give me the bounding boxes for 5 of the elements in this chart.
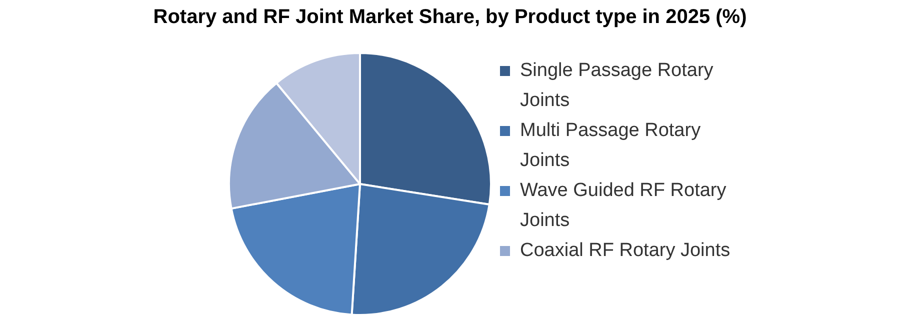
legend-label: Coaxial RF Rotary Joints [519,239,732,263]
legend-label: Multi Passage Rotary Joints [519,119,702,173]
legend-label: Single Passage Rotary Joints [519,59,714,113]
legend-label: Wave Guided RF Rotary Joints [519,179,728,233]
chart-title: Rotary and RF Joint Market Share, by Product type in 2025 (%) [152,6,748,29]
